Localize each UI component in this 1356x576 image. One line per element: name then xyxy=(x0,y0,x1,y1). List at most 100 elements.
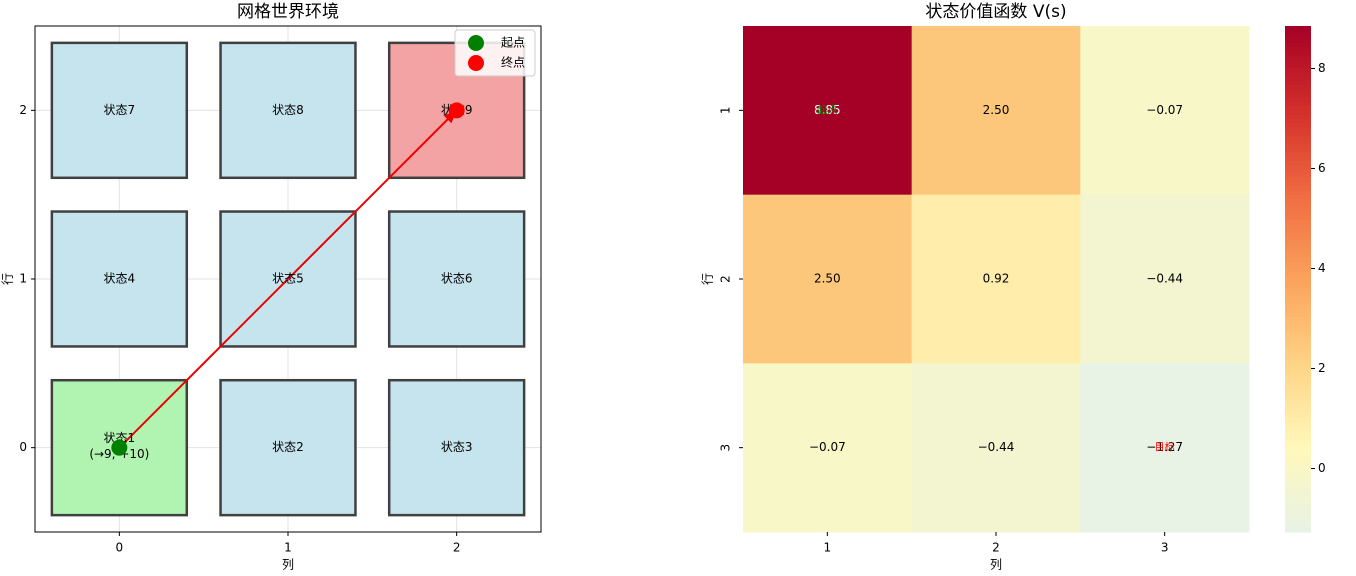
colorbar-slice xyxy=(1285,106,1311,111)
cell-label: 状态6 xyxy=(441,272,473,286)
cell-label: 状态5 xyxy=(272,272,304,286)
colorbar-slice xyxy=(1285,472,1311,478)
cell-value: −0.07 xyxy=(1146,103,1183,117)
colorbar-slice xyxy=(1285,203,1311,208)
colorbar-slice xyxy=(1285,93,1311,99)
colorbar-slice xyxy=(1285,523,1311,529)
state-cell xyxy=(387,378,526,517)
colorbar-slice xyxy=(1285,135,1311,141)
colorbar-slice xyxy=(1285,262,1311,267)
colorbar-slice xyxy=(1285,477,1311,482)
cell-label: 状态4 xyxy=(104,272,136,286)
colorbar-slice xyxy=(1285,426,1311,432)
legend-marker xyxy=(468,35,484,51)
x-tick-label: 3 xyxy=(1161,541,1169,555)
colorbar-slice xyxy=(1285,519,1311,525)
cell-annotation: 目标 xyxy=(1155,442,1175,454)
cell-label: 状态8 xyxy=(272,103,304,117)
colorbar-slice xyxy=(1285,89,1311,95)
colorbar-tick-label: 6 xyxy=(1318,161,1326,175)
cell-label: 状态7 xyxy=(104,103,136,117)
colorbar-slice xyxy=(1285,375,1311,381)
colorbar-slice xyxy=(1285,506,1311,512)
colorbar-slice xyxy=(1285,131,1311,137)
colorbar-slice xyxy=(1285,287,1311,293)
colorbar-slice xyxy=(1285,245,1311,251)
colorbar-slice xyxy=(1285,42,1311,48)
y-tick-label: 1 xyxy=(719,107,733,115)
colorbar-slice xyxy=(1285,270,1311,276)
colorbar-slice xyxy=(1285,38,1311,44)
colorbar-slice xyxy=(1285,300,1311,305)
colorbar-slice xyxy=(1285,405,1311,411)
colorbar-slice xyxy=(1285,430,1311,436)
colorbar-slice xyxy=(1285,515,1311,520)
colorbar-slice xyxy=(1285,312,1311,318)
y-tick-label: 1 xyxy=(19,272,27,286)
heat-cell xyxy=(743,26,913,196)
colorbar-slice xyxy=(1285,190,1311,196)
colorbar-slice xyxy=(1285,148,1311,154)
colorbar-slice xyxy=(1285,295,1311,301)
colorbar-slice xyxy=(1285,489,1311,495)
colorbar-slice xyxy=(1285,456,1311,461)
x-tick-label: 2 xyxy=(992,541,1000,555)
colorbar-slice xyxy=(1285,253,1311,259)
colorbar-slice xyxy=(1285,211,1311,217)
colorbar-slice xyxy=(1285,283,1311,289)
colorbar-slice xyxy=(1285,451,1311,457)
colorbar-slice xyxy=(1285,127,1311,133)
colorbar-slice xyxy=(1285,169,1311,175)
x-axis-label: 列 xyxy=(282,558,294,572)
colorbar-slice xyxy=(1285,219,1311,225)
colorbar-slice xyxy=(1285,333,1311,339)
colorbar-slice xyxy=(1285,342,1311,348)
colorbar-slice xyxy=(1285,367,1311,373)
legend-marker xyxy=(468,55,484,71)
colorbar-slice xyxy=(1285,63,1311,69)
colorbar-slice xyxy=(1285,224,1311,229)
colorbar-slice xyxy=(1285,182,1311,187)
colorbar-slice xyxy=(1285,392,1311,398)
x-tick-label: 2 xyxy=(453,541,461,555)
colorbar-slice xyxy=(1285,59,1311,65)
colorbar-slice xyxy=(1285,354,1311,360)
colorbar-slice xyxy=(1285,101,1311,107)
colorbar-slice xyxy=(1285,232,1311,238)
cell-value: 2.50 xyxy=(983,103,1010,117)
cell-value: −0.44 xyxy=(978,440,1015,454)
colorbar-slice xyxy=(1285,194,1311,200)
frame xyxy=(34,25,542,533)
cell-value: 2.50 xyxy=(814,272,841,286)
colorbar-slice xyxy=(1285,122,1311,128)
colorbar-slice xyxy=(1285,409,1311,415)
colorbar-slice xyxy=(1285,76,1311,82)
cell-label: 状态2 xyxy=(272,440,304,454)
colorbar-slice xyxy=(1285,30,1311,36)
colorbar-slice xyxy=(1285,325,1311,331)
marker xyxy=(448,102,465,119)
colorbar-slice xyxy=(1285,494,1311,499)
colorbar-tick-label: 8 xyxy=(1318,61,1326,75)
colorbar-slice xyxy=(1285,207,1311,213)
colorbar-slice xyxy=(1285,114,1311,120)
colorbar-slice xyxy=(1285,435,1311,440)
heat-cell xyxy=(911,26,1081,196)
colorbar-slice xyxy=(1285,156,1311,162)
colorbar-slice xyxy=(1285,447,1311,453)
colorbar-slice xyxy=(1285,321,1311,326)
colorbar-slice xyxy=(1285,527,1311,533)
colorbar-slice xyxy=(1285,72,1311,78)
colorbar-slice xyxy=(1285,418,1311,423)
heat-cell xyxy=(743,363,913,533)
x-tick-label: 1 xyxy=(284,541,292,555)
cell-value: −0.07 xyxy=(809,440,846,454)
y-tick-label: 0 xyxy=(19,440,27,454)
colorbar-slice xyxy=(1285,464,1311,470)
heat-cell xyxy=(911,363,1081,533)
x-tick-label: 0 xyxy=(116,541,124,555)
cell-label: 状态3 xyxy=(441,440,473,454)
colorbar-slice xyxy=(1285,228,1311,234)
y-axis-label: 行 xyxy=(701,273,715,285)
